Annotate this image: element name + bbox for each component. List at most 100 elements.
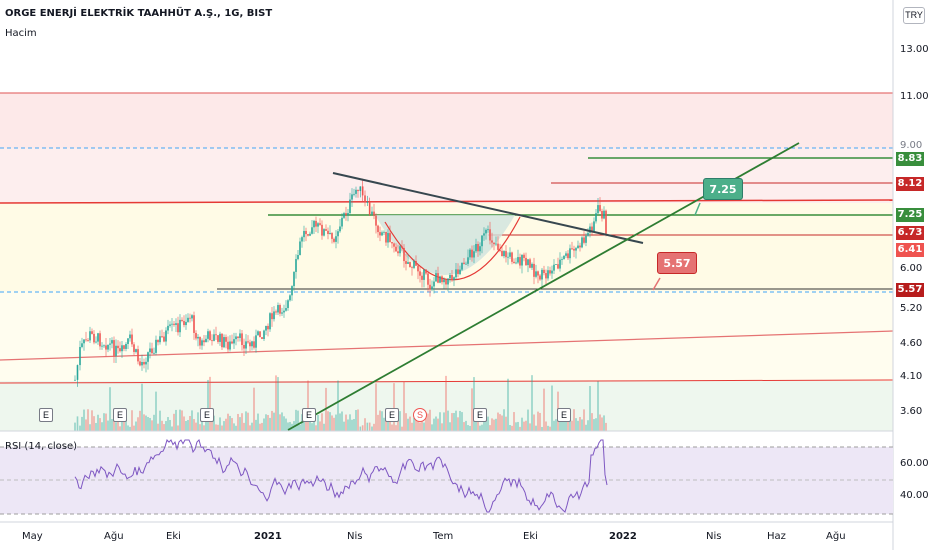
earnings-marker[interactable]: E	[200, 408, 214, 422]
split-marker[interactable]: S	[413, 408, 427, 422]
time-tick: Nis	[706, 531, 722, 542]
volume-bar	[537, 411, 539, 431]
candle-body	[169, 324, 171, 326]
candle-body	[527, 259, 529, 266]
volume-bar	[153, 414, 155, 431]
candle-body	[523, 254, 525, 258]
candle-body	[291, 286, 293, 296]
candle-body	[423, 269, 425, 280]
volume-bar	[597, 381, 599, 431]
volume-bar	[125, 412, 127, 431]
candle-body	[481, 235, 483, 247]
candle-body	[537, 271, 539, 276]
time-tick: Ağu	[104, 531, 124, 542]
candle-body	[211, 340, 213, 342]
volume-bar	[173, 413, 175, 431]
earnings-marker[interactable]: E	[39, 408, 53, 422]
candle-body	[489, 229, 491, 241]
volume-bar	[327, 411, 329, 431]
volume-bar	[507, 378, 509, 431]
candle-body	[563, 255, 565, 260]
volume-bar	[171, 426, 173, 431]
candle-body	[599, 205, 601, 211]
candle-body	[529, 259, 531, 268]
candle-body	[289, 295, 291, 301]
earnings-marker[interactable]: E	[385, 408, 399, 422]
candle-body	[453, 277, 455, 280]
candle-body	[405, 261, 407, 264]
volume-bar	[427, 413, 429, 431]
candle-body	[227, 341, 229, 350]
candle-body	[309, 233, 311, 236]
candle-body	[237, 336, 239, 338]
candle-body	[241, 333, 243, 346]
downtrend-line[interactable]	[332, 172, 644, 244]
candle-body	[393, 243, 395, 247]
volume-bar	[219, 417, 221, 431]
volume-bar	[603, 415, 605, 431]
candle-body	[301, 237, 303, 242]
candle-body	[253, 341, 255, 348]
candle-body	[117, 345, 119, 349]
volume-bar	[157, 423, 159, 431]
candle-body	[76, 365, 79, 380]
volume-bar	[197, 412, 199, 431]
badge-6-73: 6.73	[896, 226, 924, 240]
candle-body	[181, 319, 183, 321]
earnings-marker[interactable]: E	[557, 408, 571, 422]
volume-bar	[279, 414, 281, 431]
volume-bar	[381, 411, 383, 431]
rsi-line	[74, 439, 608, 513]
candle-body	[281, 312, 283, 314]
candle-body	[111, 340, 113, 344]
volume-bar	[179, 409, 181, 431]
volume-bars	[74, 375, 607, 431]
earnings-marker[interactable]: E	[113, 408, 127, 422]
candle-body	[583, 237, 585, 243]
candle-body	[561, 259, 563, 260]
candle-body	[389, 233, 391, 243]
volume-bar	[489, 425, 491, 431]
symbol-title[interactable]: ORGE ENERJİ ELEKTRİK TAAHHÜT A.Ş., 1G, B…	[5, 8, 273, 19]
volume-bar	[551, 385, 553, 431]
currency-button[interactable]: TRY	[903, 7, 925, 24]
volume-bar	[589, 386, 591, 431]
candle-body	[521, 254, 523, 266]
candle-body	[145, 361, 147, 365]
candle-body	[251, 341, 253, 347]
candle-body	[567, 253, 569, 259]
callout-7-25[interactable]: 7.25	[703, 178, 743, 200]
level-resistance[interactable]	[0, 199, 894, 204]
candle-body	[265, 325, 267, 331]
volume-bar	[579, 416, 581, 431]
volume-bar	[227, 413, 229, 431]
candle-body	[321, 224, 323, 236]
candle-body	[239, 333, 241, 338]
volume-bar	[423, 422, 425, 431]
volume-bar	[79, 425, 81, 431]
volume-bar	[553, 420, 555, 431]
badge-last-price: 6.41	[896, 243, 924, 257]
volume-bar	[123, 418, 125, 431]
candle-body	[269, 313, 271, 330]
volume-bar	[393, 383, 395, 431]
earnings-marker[interactable]: E	[302, 408, 316, 422]
volume-bar	[543, 388, 545, 431]
trend-lower-channel[interactable]	[0, 330, 894, 361]
level-4-10[interactable]	[0, 379, 894, 384]
candle-body	[463, 262, 465, 264]
earnings-marker[interactable]: E	[473, 408, 487, 422]
time-tick: May	[22, 531, 43, 542]
volume-bar	[97, 414, 99, 431]
callout-5-57[interactable]: 5.57	[657, 252, 697, 274]
volume-bar	[147, 417, 149, 431]
volume-bar	[163, 424, 165, 431]
candle-body	[427, 273, 429, 285]
volume-label[interactable]: Hacim	[5, 28, 37, 39]
candle-body	[279, 305, 281, 314]
candle-body	[255, 335, 257, 348]
volume-bar	[263, 418, 265, 431]
volume-bar	[575, 418, 577, 431]
rsi-label[interactable]: RSI (14, close)	[5, 441, 78, 452]
